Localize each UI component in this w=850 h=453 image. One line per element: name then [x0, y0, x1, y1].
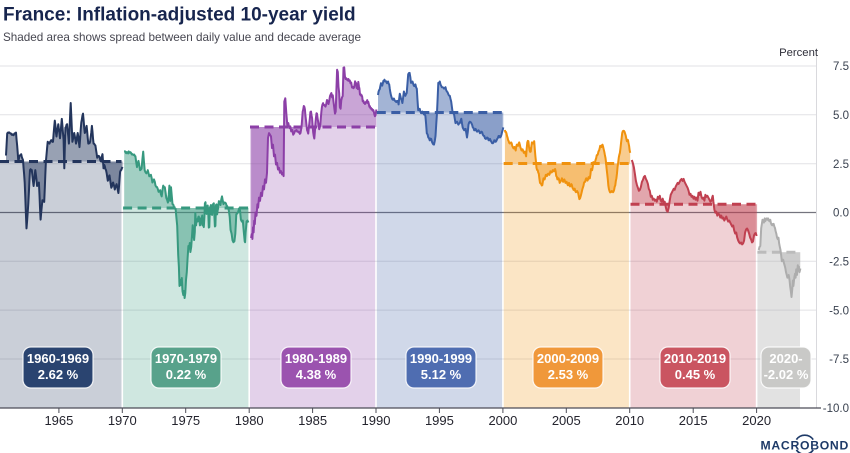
svg-text:-5.0: -5.0	[829, 305, 849, 317]
svg-text:1960-1969: 1960-1969	[27, 351, 89, 366]
svg-text:2015: 2015	[679, 413, 708, 428]
svg-text:1985: 1985	[298, 413, 327, 428]
svg-text:2020: 2020	[742, 413, 771, 428]
svg-text:1980: 1980	[235, 413, 264, 428]
svg-text:0.45 %: 0.45 %	[675, 367, 716, 382]
svg-text:1965: 1965	[44, 413, 73, 428]
svg-text:1975: 1975	[171, 413, 200, 428]
svg-text:5.0: 5.0	[833, 110, 849, 122]
svg-text:2.53 %: 2.53 %	[548, 367, 589, 382]
svg-text:MACROBOND: MACROBOND	[761, 439, 850, 453]
svg-text:-10.0: -10.0	[823, 403, 849, 415]
svg-text:2.5: 2.5	[833, 159, 849, 171]
svg-text:2000-2009: 2000-2009	[537, 351, 599, 366]
svg-text:1970: 1970	[108, 413, 137, 428]
svg-text:-2.02 %: -2.02 %	[764, 367, 809, 382]
svg-text:2010-2019: 2010-2019	[664, 351, 726, 366]
svg-text:France: Inflation-adjusted 10-: France: Inflation-adjusted 10-year yield	[3, 5, 356, 26]
svg-text:1990-1999: 1990-1999	[410, 351, 472, 366]
svg-text:4.38 %: 4.38 %	[296, 367, 337, 382]
svg-text:1990: 1990	[362, 413, 391, 428]
svg-text:2005: 2005	[552, 413, 581, 428]
svg-text:1995: 1995	[425, 413, 454, 428]
svg-text:-7.5: -7.5	[829, 354, 849, 366]
svg-text:0.22 %: 0.22 %	[166, 367, 207, 382]
svg-text:1980-1989: 1980-1989	[285, 351, 347, 366]
svg-text:2000: 2000	[488, 413, 517, 428]
svg-text:-2.5: -2.5	[829, 257, 849, 269]
svg-text:Shaded area shows spread betwe: Shaded area shows spread between daily v…	[3, 31, 361, 44]
svg-text:2.62 %: 2.62 %	[38, 367, 79, 382]
svg-text:7.5: 7.5	[833, 61, 849, 73]
svg-text:Percent: Percent	[779, 47, 819, 59]
svg-text:1970-1979: 1970-1979	[155, 351, 217, 366]
svg-text:5.12 %: 5.12 %	[421, 367, 462, 382]
svg-text:2020-: 2020-	[769, 351, 802, 366]
svg-text:0.0: 0.0	[833, 208, 849, 220]
svg-text:2010: 2010	[615, 413, 644, 428]
